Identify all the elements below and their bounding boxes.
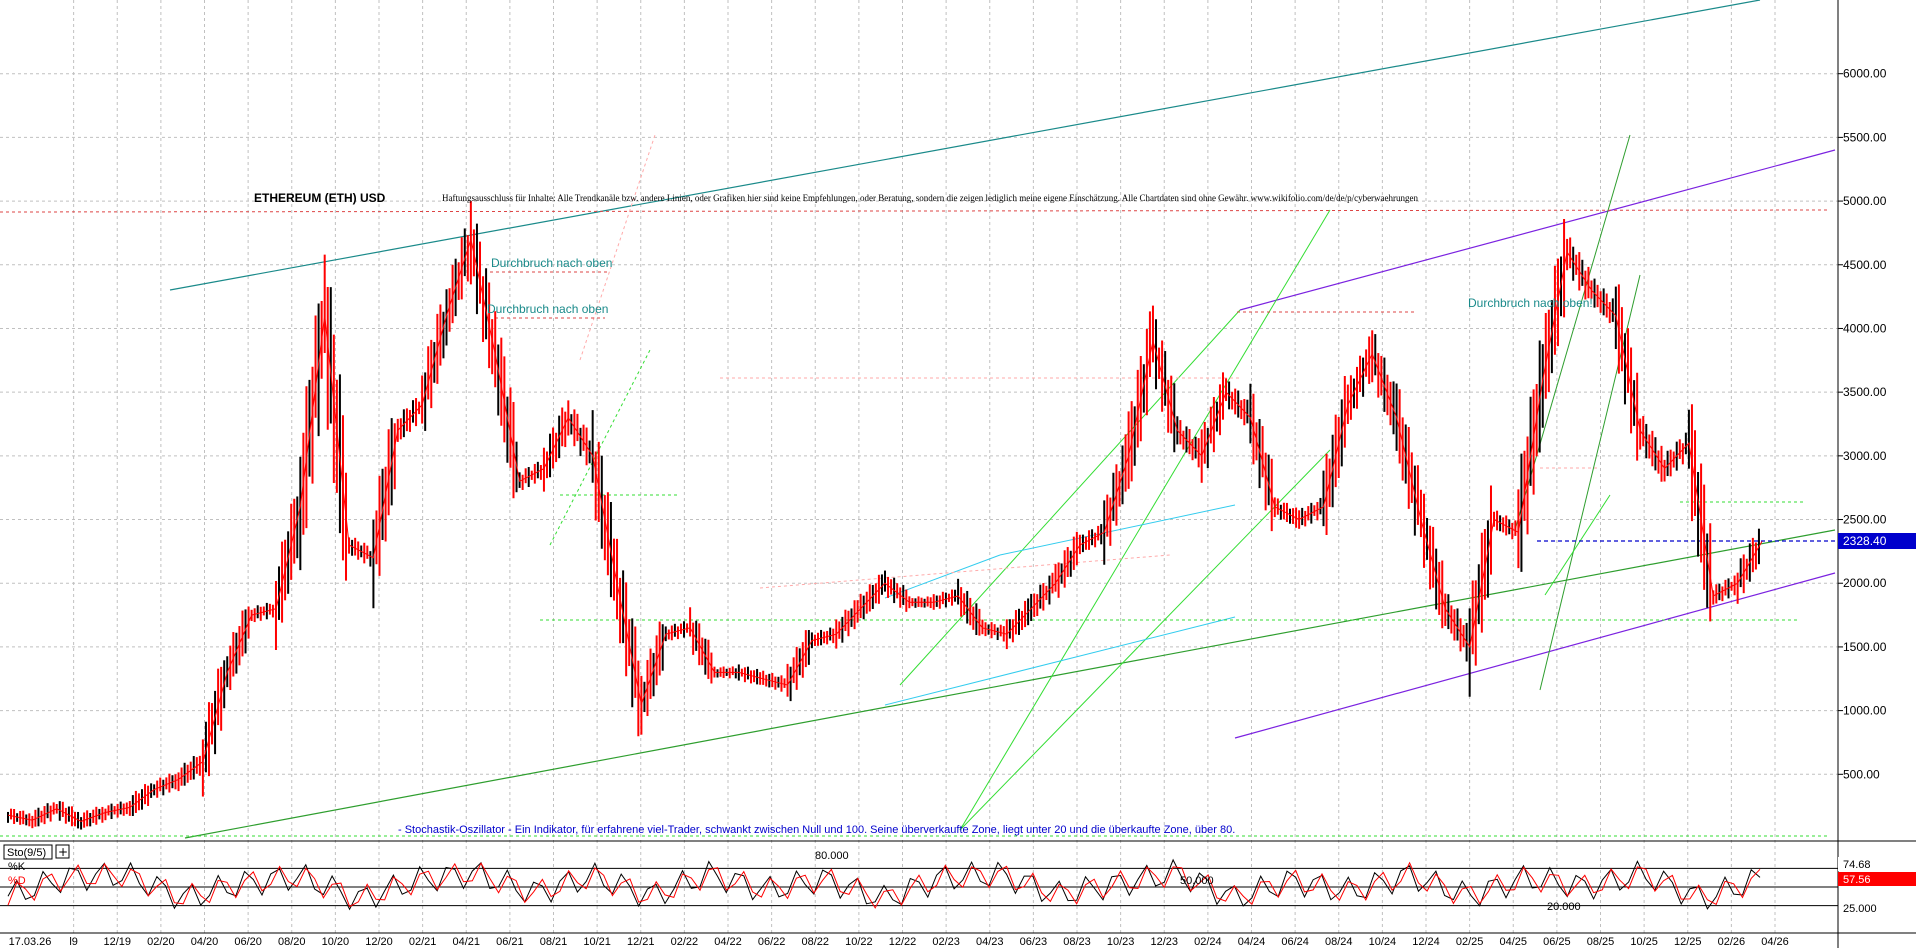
stoch-d-line xyxy=(7,861,1761,909)
y-tick-label: 3000.00 xyxy=(1843,449,1887,463)
stoch-level-20-label: 20.000 xyxy=(1547,901,1581,913)
chart-title: ETHEREUM (ETH) USD xyxy=(254,191,386,205)
k-label: %K xyxy=(8,861,26,873)
plus-icon: + xyxy=(58,845,68,859)
x-tick-label: 12/25 xyxy=(1674,936,1702,948)
cyan-line-b xyxy=(884,616,1236,706)
stochastic-panel xyxy=(0,858,1838,911)
y-tick-label: 3500.00 xyxy=(1843,385,1887,399)
k-value-box xyxy=(1838,857,1916,871)
steep-green-c xyxy=(1544,494,1611,596)
x-tick-label: 08/22 xyxy=(801,936,829,948)
stochastic-note: - Stochastik-Oszillator - Ein Indikator,… xyxy=(398,824,1235,836)
current-price-box xyxy=(1838,533,1916,549)
steep-green-b xyxy=(1539,274,1641,691)
x-tick-label: 04/24 xyxy=(1238,936,1266,948)
stoch-level-80-label: 80.000 xyxy=(815,850,849,862)
x-tick-label: 10/25 xyxy=(1630,936,1658,948)
y-tick-label: 5500.00 xyxy=(1843,130,1887,144)
price-series xyxy=(7,201,1763,830)
x-tick-label: 02/24 xyxy=(1194,936,1222,948)
x-tick-label: 02/23 xyxy=(932,936,960,948)
y-tick-label: 2000.00 xyxy=(1843,576,1887,590)
teal-channel-upper xyxy=(169,0,1761,291)
purple-channel-upper xyxy=(1239,149,1836,311)
stochastic-label: Sto(9/5) xyxy=(7,847,46,859)
x-tick-label: 04/26 xyxy=(1761,936,1789,948)
red-dashed-line-2 xyxy=(759,554,1171,589)
x-tick-label: 10/23 xyxy=(1107,936,1135,948)
x-tick-label: 02/26 xyxy=(1718,936,1746,948)
x-tick-label: 12/20 xyxy=(365,936,393,948)
breakout-label-3: Durchbruch nach oben! xyxy=(1468,296,1593,310)
purple-channel-lower xyxy=(1234,572,1836,739)
x-tick-label: 02/21 xyxy=(409,936,437,948)
x-tick-label: 02/20 xyxy=(147,936,175,948)
long-green-support xyxy=(184,529,1836,839)
light-green-channel-a xyxy=(959,209,1331,831)
x-tick-label: 06/20 xyxy=(234,936,262,948)
y-tick-label: 6000.00 xyxy=(1843,67,1887,81)
x-tick-label: 06/23 xyxy=(1020,936,1048,948)
y-tick-label: 500.00 xyxy=(1843,767,1880,781)
light-green-channel-b xyxy=(899,309,1241,686)
stochastic-legend-box xyxy=(3,844,53,860)
x-tick-label: 08/23 xyxy=(1063,936,1091,948)
x-tick-label: 12/24 xyxy=(1412,936,1440,948)
y-tick-label: 4500.00 xyxy=(1843,258,1887,272)
x-tick-label: 08/24 xyxy=(1325,936,1353,948)
x-tick-label: 10/21 xyxy=(583,936,611,948)
x-tick-label: 04/22 xyxy=(714,936,742,948)
x-tick-label: 02/25 xyxy=(1456,936,1484,948)
y-tick-label: 1500.00 xyxy=(1843,640,1887,654)
x-tick-label: 02/22 xyxy=(671,936,699,948)
trend-lines xyxy=(0,0,1838,839)
x-tick-label: 10/24 xyxy=(1369,936,1397,948)
x-tick-label: 08/20 xyxy=(278,936,306,948)
d-value-box xyxy=(1838,872,1916,886)
x-tick-label: 12/23 xyxy=(1150,936,1178,948)
stoch-level-50-label: 50.000 xyxy=(1180,875,1214,887)
y-tick-label: 4000.00 xyxy=(1843,321,1887,335)
disclaimer-text: Haftungsausschluss für Inhalte: Alle Tre… xyxy=(442,193,1419,203)
x-tick-label: 17.03.26 xyxy=(9,936,52,948)
x-tick-label: 08/21 xyxy=(540,936,568,948)
x-tick-label: 10/22 xyxy=(845,936,873,948)
d-label: %D xyxy=(8,875,26,887)
x-tick-label: 10/20 xyxy=(322,936,350,948)
current-price-label: 2328.40 xyxy=(1843,534,1887,548)
d-value: 57.56 xyxy=(1843,874,1871,886)
x-tick-label: 06/22 xyxy=(758,936,786,948)
x-tick-label: 04/23 xyxy=(976,936,1004,948)
x-tick-label: 08/25 xyxy=(1587,936,1615,948)
green-dashed-diagonal xyxy=(549,349,651,546)
x-tick-label: 12/19 xyxy=(103,936,131,948)
breakout-label-1: Durchbruch nach oben xyxy=(491,256,612,270)
price-line xyxy=(7,237,1763,822)
y-tick-label: 2500.00 xyxy=(1843,513,1887,527)
y-tick-label: 5000.00 xyxy=(1843,194,1887,208)
x-tick-label: 06/25 xyxy=(1543,936,1571,948)
k-value: 74.68 xyxy=(1843,859,1871,871)
x-tick-label: l9 xyxy=(69,936,78,948)
x-tick-label: 04/21 xyxy=(452,936,480,948)
x-tick-label: 04/20 xyxy=(191,936,219,948)
breakout-label-2: Durchbruch nach oben xyxy=(487,302,608,316)
stoch-tick-25: 25.000 xyxy=(1843,903,1877,915)
y-tick-label: 1000.00 xyxy=(1843,704,1887,718)
expand-panel-button[interactable] xyxy=(55,844,70,859)
stoch-k-line xyxy=(7,858,1761,911)
x-tick-label: 06/24 xyxy=(1281,936,1309,948)
x-tick-label: 12/21 xyxy=(627,936,655,948)
ath-dashed-line xyxy=(0,209,1831,213)
x-tick-label: 06/21 xyxy=(496,936,524,948)
x-tick-label: 12/22 xyxy=(889,936,917,948)
x-tick-label: 04/25 xyxy=(1499,936,1527,948)
cyan-line-c xyxy=(999,504,1236,556)
